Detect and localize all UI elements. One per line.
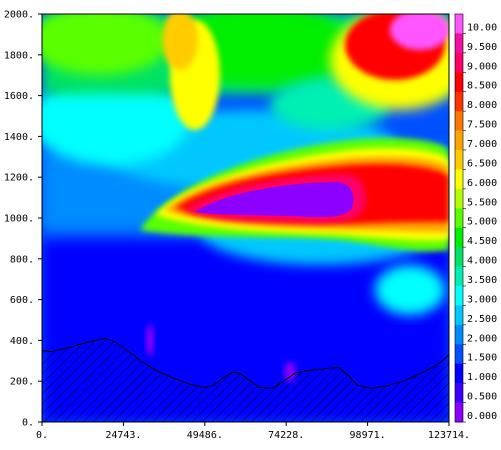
colorbar-swatch bbox=[455, 208, 463, 229]
y-tick-label: 1200. bbox=[4, 173, 34, 184]
colorbar-swatch bbox=[455, 305, 463, 326]
colorbar-swatch bbox=[455, 188, 463, 209]
colorbar-swatch bbox=[455, 324, 463, 345]
colorbar-label: 2.000 bbox=[467, 333, 497, 344]
colorbar-swatch bbox=[455, 130, 463, 151]
colorbar-swatch bbox=[455, 72, 463, 93]
colorbar-label: 4.500 bbox=[467, 236, 497, 247]
x-tick-label: 98971. bbox=[350, 430, 386, 441]
colorbar-label: 9.500 bbox=[467, 42, 497, 53]
colorbar-frame bbox=[454, 13, 464, 423]
x-tick-label: 0. bbox=[36, 430, 48, 441]
colorbar-label: 6.500 bbox=[467, 158, 497, 169]
colorbar-swatch bbox=[455, 33, 463, 54]
y-tick-label: 800. bbox=[10, 254, 34, 265]
contour-field bbox=[42, 14, 449, 422]
colorbar-label: 8.000 bbox=[467, 100, 497, 111]
colorbar-swatch bbox=[455, 247, 463, 268]
y-tick-label: 1000. bbox=[4, 214, 34, 225]
colorbar-swatch bbox=[455, 150, 463, 170]
x-tick-label: 49486. bbox=[187, 430, 223, 441]
colorbar-label: 2.500 bbox=[467, 314, 497, 325]
upper-right-magenta bbox=[390, 14, 449, 50]
colorbar-swatch bbox=[455, 286, 463, 306]
x-tick-label: 123714. bbox=[428, 430, 470, 441]
x-axis: 0. 24743. 49486. 74228. 98971. 123714. bbox=[36, 422, 470, 441]
y-tick-label: 200. bbox=[10, 377, 34, 388]
colorbar-label: 10.00 bbox=[467, 22, 497, 33]
colorbar-swatch bbox=[455, 227, 463, 248]
y-tick-label: 400. bbox=[10, 336, 34, 347]
yellow-streak-2 bbox=[162, 14, 198, 70]
colorbar-label: 5.000 bbox=[467, 217, 497, 228]
colorbar-label: 5.500 bbox=[467, 197, 497, 208]
colorbar-swatch bbox=[455, 91, 463, 112]
y-tick-label: 600. bbox=[10, 295, 34, 306]
colorbar-label: 7.500 bbox=[467, 120, 497, 131]
y-tick-label: 2000. bbox=[4, 10, 34, 21]
green-blob-1 bbox=[42, 14, 170, 75]
colorbar-label: 3.000 bbox=[467, 294, 497, 305]
colorbar-label: 3.500 bbox=[467, 275, 497, 286]
cyan-blob-2 bbox=[42, 75, 190, 165]
colorbar-swatch bbox=[455, 52, 463, 73]
colorbar-swatch bbox=[455, 402, 463, 423]
y-axis: 0. 200. 400. 600. 800. 1000. 1200. 1400. 1600. 18… bbox=[4, 10, 42, 429]
colorbar-swatch bbox=[455, 363, 463, 384]
colorbar-label: 8.500 bbox=[467, 81, 497, 92]
colorbar-label: 7.000 bbox=[467, 139, 497, 150]
y-tick-label: 1600. bbox=[4, 91, 34, 102]
colorbar-swatch bbox=[455, 344, 463, 365]
colorbar-swatch bbox=[455, 169, 463, 190]
colorbar-label: 4.000 bbox=[467, 256, 497, 267]
colorbar-swatch bbox=[455, 14, 463, 34]
colorbar: 10.00 9.500 9.000 8.500 8.000 7.500 7.000 6.500… bbox=[454, 13, 497, 423]
colorbar-label: 9.000 bbox=[467, 61, 497, 72]
y-tick-label: 1800. bbox=[4, 50, 34, 61]
colorbar-swatch bbox=[455, 266, 463, 287]
colorbar-label: 0.500 bbox=[467, 392, 497, 403]
y-tick-label: 1400. bbox=[4, 132, 34, 143]
x-tick-label: 74228. bbox=[268, 430, 304, 441]
colorbar-label: 6.000 bbox=[467, 178, 497, 189]
colorbar-swatch bbox=[455, 111, 463, 132]
x-tick-label: 24743. bbox=[105, 430, 141, 441]
jet-core bbox=[195, 182, 354, 218]
colorbar-swatch bbox=[455, 383, 463, 404]
colorbar-label: 0.000 bbox=[467, 411, 497, 422]
y-tick-label: 0. bbox=[22, 418, 34, 429]
colorbar-label: 1.500 bbox=[467, 353, 497, 364]
colorbar-label: 1.000 bbox=[467, 372, 497, 383]
cyan-blob-4 bbox=[375, 265, 445, 315]
purple-spot-1 bbox=[146, 324, 154, 356]
